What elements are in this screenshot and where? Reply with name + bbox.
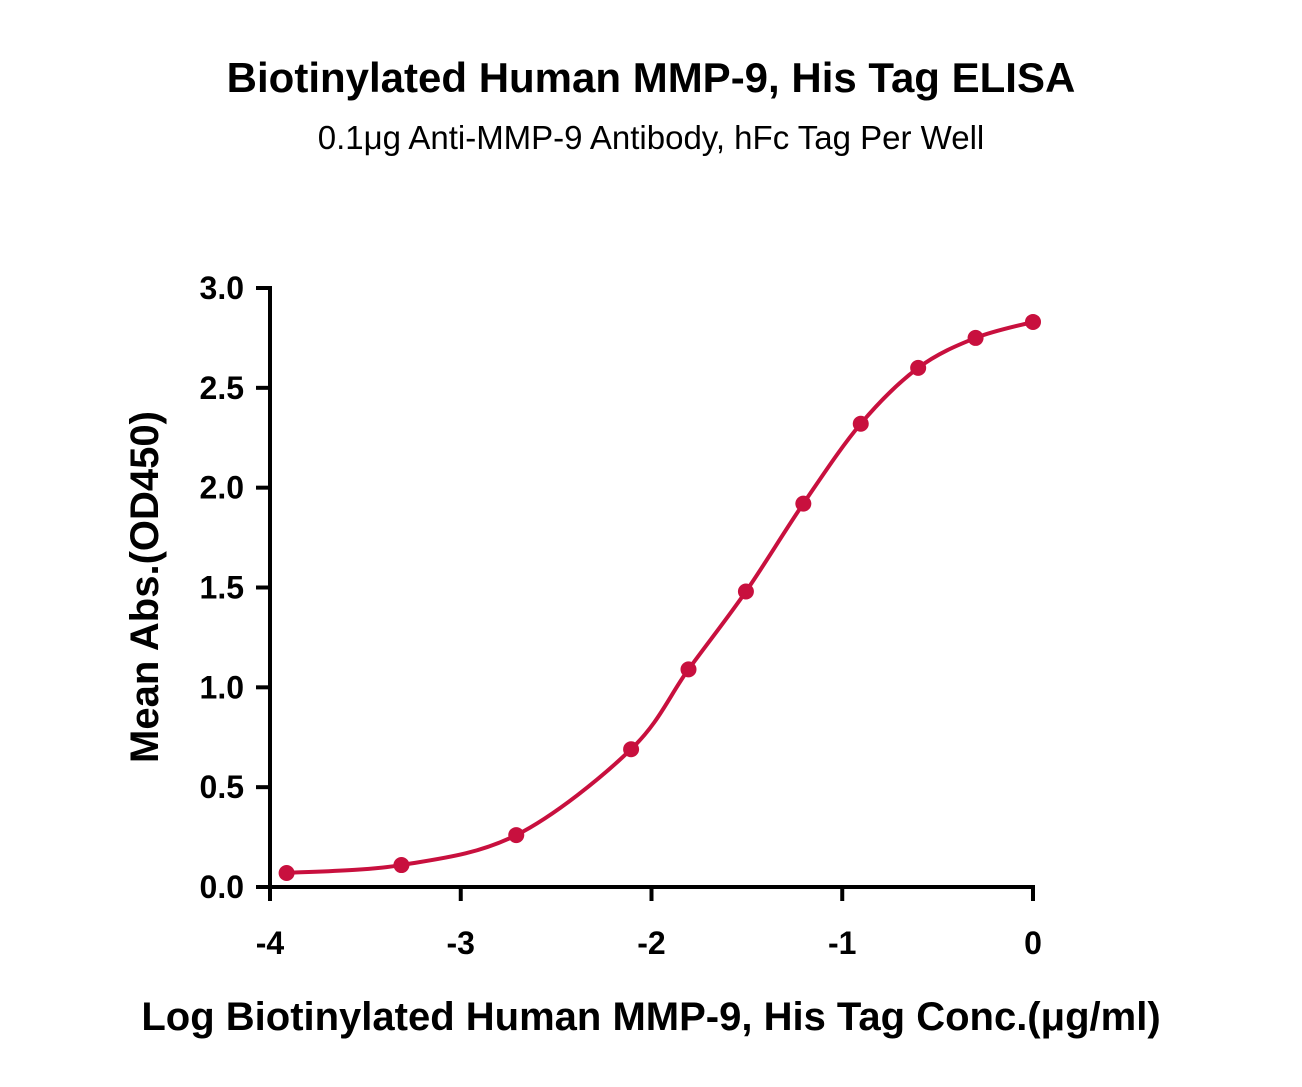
y-tick-label: 3.0 (200, 270, 244, 306)
y-tick-label: 2.5 (200, 370, 244, 406)
data-point (1025, 313, 1041, 330)
x-tick-label: -3 (447, 925, 475, 961)
y-tick-label: 0.0 (200, 869, 244, 905)
data-point (967, 329, 984, 346)
x-tick-label: 0 (1024, 925, 1042, 961)
data-point (910, 359, 927, 376)
y-tick-label: 1.5 (200, 570, 244, 606)
y-axis-title: Mean Abs.(OD450) (123, 411, 167, 763)
x-tick-label: -4 (256, 925, 285, 961)
data-point (623, 741, 640, 758)
data-point (680, 661, 697, 678)
data-point (508, 827, 525, 844)
axes (268, 286, 1035, 889)
data-point (393, 857, 410, 874)
data-point (278, 865, 295, 882)
data-point (852, 415, 869, 432)
x-tick-label: -2 (637, 925, 665, 961)
y-tick-label: 1.0 (200, 669, 244, 705)
x-axis-title: Log Biotinylated Human MMP-9, His Tag Co… (141, 995, 1160, 1039)
x-tick-label: -1 (828, 925, 856, 961)
y-axis-ticks: 0.0 0.5 1.0 1.5 2.0 2.5 3.0 (200, 270, 270, 905)
data-point (795, 495, 812, 512)
data-point (737, 583, 754, 600)
x-axis-ticks: -4 -3 -2 -1 0 (256, 887, 1042, 961)
chart-subtitle: 0.1μg Anti-MMP-9 Antibody, hFc Tag Per W… (317, 119, 985, 156)
fit-curve (286, 320, 1034, 876)
data-points (278, 313, 1041, 882)
y-tick-label: 2.0 (200, 470, 244, 506)
chart-title: Biotinylated Human MMP-9, His Tag ELISA (226, 54, 1076, 101)
y-tick-label: 0.5 (200, 769, 244, 805)
